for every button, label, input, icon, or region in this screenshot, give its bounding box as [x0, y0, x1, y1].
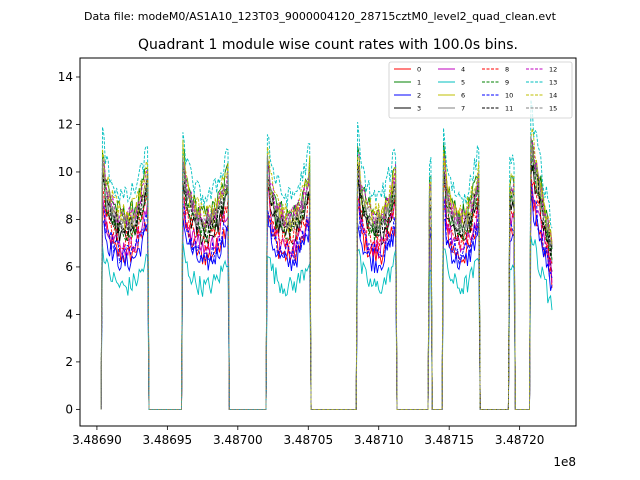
legend-label-15: 15 — [549, 105, 557, 113]
x-tick-label: 3.48705 — [283, 433, 333, 447]
series-line-13 — [100, 99, 553, 410]
legend-frame — [388, 61, 573, 119]
legend-label-8: 8 — [505, 66, 509, 74]
legend-label-5: 5 — [461, 79, 465, 87]
series-line-5 — [100, 235, 553, 410]
x-tick-label: 3.48715 — [424, 433, 474, 447]
y-tick-label: 14 — [58, 70, 73, 84]
legend-label-0: 0 — [417, 66, 421, 74]
legend-label-3: 3 — [417, 105, 421, 113]
x-tick-label: 3.48720 — [495, 433, 545, 447]
x-tick-label: 3.48700 — [213, 433, 263, 447]
series-line-1 — [100, 140, 553, 410]
legend-label-9: 9 — [505, 79, 509, 87]
legend-label-4: 4 — [461, 66, 465, 74]
series-line-14 — [100, 128, 553, 410]
legend-label-11: 11 — [505, 105, 513, 113]
y-tick-label: 6 — [65, 260, 73, 274]
series-line-9 — [100, 155, 553, 410]
legend-label-12: 12 — [549, 66, 557, 74]
legend-label-6: 6 — [461, 92, 465, 100]
legend-label-13: 13 — [549, 79, 557, 87]
figure-suptitle: Data file: modeM0/AS1A10_123T03_90000041… — [84, 10, 557, 23]
series-line-6 — [100, 144, 553, 410]
series-line-15 — [100, 135, 553, 410]
series-line-3 — [100, 165, 553, 410]
legend-label-1: 1 — [417, 79, 421, 87]
legend-label-2: 2 — [417, 92, 421, 100]
x-tick-label: 3.48695 — [143, 433, 193, 447]
y-tick-label: 10 — [58, 165, 73, 179]
series-line-7 — [100, 142, 553, 410]
series-line-12 — [100, 137, 553, 410]
y-tick-label: 12 — [58, 117, 73, 131]
series-line-4 — [100, 178, 553, 410]
series-line-8 — [100, 172, 553, 410]
y-axis: 0 2 4 6 8 10 12 14 — [58, 70, 80, 416]
y-tick-label: 2 — [65, 355, 73, 369]
series-layer — [100, 99, 553, 410]
x-tick-label: 3.48710 — [354, 433, 404, 447]
y-tick-label: 4 — [65, 307, 73, 321]
plot-frame — [79, 57, 577, 427]
x-offset-label: 1e8 — [553, 455, 576, 469]
x-axis: 3.48690 3.48695 3.48700 3.48705 3.48710 3.487… — [72, 426, 544, 447]
y-tick-label: 0 — [65, 402, 73, 416]
x-tick-label: 3.48690 — [72, 433, 122, 447]
series-line-10 — [100, 179, 553, 410]
chart-title: Quadrant 1 module wise count rates with … — [138, 37, 518, 53]
y-tick-label: 8 — [65, 212, 73, 226]
series-line-0 — [100, 186, 553, 410]
series-line-11 — [100, 156, 553, 410]
legend-label-14: 14 — [549, 92, 557, 100]
series-line-2 — [100, 193, 553, 410]
legend-label-7: 7 — [461, 105, 465, 113]
legend-label-10: 10 — [505, 92, 513, 100]
